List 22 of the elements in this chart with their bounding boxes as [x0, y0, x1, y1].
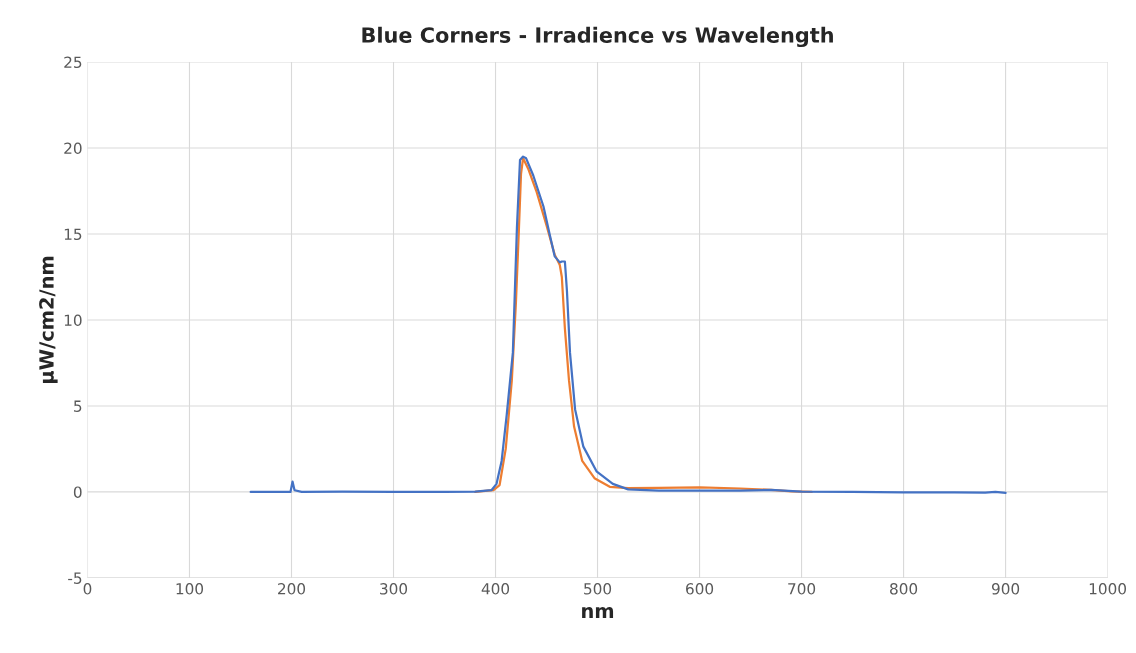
x-tick-label: 600 — [686, 583, 714, 595]
y-tick-label: 20 — [64, 142, 82, 155]
x-tick-label: 900 — [991, 583, 1020, 595]
chart-title: Blue Corners - Irradience vs Wavelength — [362, 26, 833, 48]
x-tick-label: 1000 — [1089, 583, 1127, 595]
y-tick-label: 15 — [64, 228, 82, 241]
y-tick-label: -5 — [68, 572, 82, 584]
line-series — [249, 155, 1007, 495]
x-tick-label: 400 — [481, 583, 510, 595]
x-tick-label: 200 — [278, 583, 306, 595]
x-tick-label: 0 — [83, 583, 92, 595]
y-tick-label: 10 — [64, 314, 82, 326]
x-tick-label: 800 — [890, 583, 918, 595]
x-axis-title: nm — [582, 606, 614, 618]
x-tick-label: 100 — [176, 583, 204, 595]
x-tick-label: 300 — [380, 583, 408, 595]
y-tick-label: 5 — [74, 400, 82, 412]
y-tick-label: 25 — [64, 56, 82, 69]
x-tick-label: 700 — [788, 583, 816, 595]
x-tick-label: 500 — [584, 583, 612, 595]
y-tick-label: 0 — [73, 486, 82, 498]
y-axis-title: µW/cm2/nm — [39, 256, 58, 384]
